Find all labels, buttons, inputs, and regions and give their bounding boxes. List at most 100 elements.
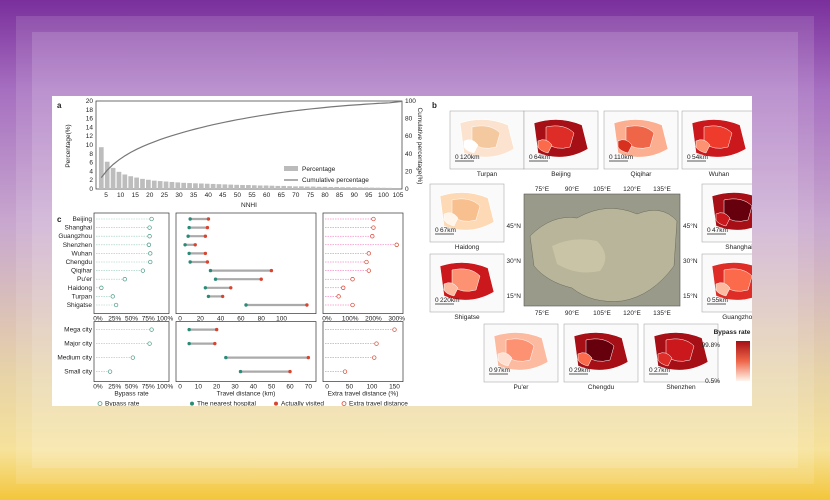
panel-a-y2label: Cumulative percentage(%)	[416, 108, 423, 185]
scale-label: 110km	[614, 154, 633, 161]
x-tick-label: 85	[336, 192, 344, 199]
visited-point	[193, 243, 197, 247]
class-extra-point	[372, 355, 377, 360]
scale-label: 64km	[534, 154, 550, 161]
percentage-bar	[299, 186, 304, 189]
class-bypass-point	[107, 369, 113, 374]
x-tick-label: 40	[205, 192, 213, 199]
bypass-point	[110, 294, 115, 299]
percentage-bar	[181, 182, 187, 189]
panel-c-frame-bottom	[93, 321, 170, 382]
percentage-bar	[222, 184, 228, 189]
nearest-point	[208, 268, 213, 273]
scale-zero: 0	[455, 154, 459, 161]
extra-tick: 200%	[365, 316, 382, 323]
percentage-bar	[269, 185, 275, 189]
percentage-bar	[375, 187, 381, 189]
class-visited-point	[288, 369, 292, 374]
inset-subregion	[715, 212, 731, 227]
scale-zero: 0	[649, 367, 653, 374]
panel-a-chart: Percentage(%) Cumulative percentage(%) N…	[65, 98, 423, 209]
bypass-point	[122, 277, 127, 282]
legend-marker	[97, 401, 103, 407]
bypass-point	[148, 251, 153, 256]
y-tick-label: 0	[89, 186, 93, 193]
visited-point	[205, 225, 210, 230]
lat-tick-right: 30°N	[683, 257, 698, 265]
y-tick-label: 18	[86, 107, 94, 114]
legend-cumulative: Cumulative percentage	[302, 177, 369, 184]
lat-tick-left: 30°N	[506, 257, 521, 265]
inset-map-title: Qiqihar	[631, 171, 653, 178]
extra-tick-bottom: 0	[325, 384, 329, 391]
travel-tick-bottom: 70	[305, 384, 313, 391]
x-tick-label: 65	[278, 192, 286, 199]
percentage-bar	[146, 179, 151, 189]
bypass-point	[148, 259, 153, 265]
lon-tick-bottom: 120°E	[623, 309, 641, 317]
x-tick-label: 45	[219, 192, 227, 199]
percentage-bar	[340, 187, 345, 189]
panel-c-frame-top	[322, 212, 404, 314]
percentage-bar	[210, 183, 216, 189]
percentage-bar	[310, 186, 316, 189]
inset-subregion	[617, 139, 633, 154]
extra-tick-bottom: 150	[389, 384, 400, 391]
bypass-point	[147, 234, 152, 239]
y2-tick-label: 60	[405, 133, 413, 140]
visited-point	[206, 217, 211, 221]
class-visited-point	[213, 341, 217, 346]
class-label: Small city	[64, 369, 93, 376]
percentage-bar	[140, 178, 145, 189]
y2-tick-label: 40	[405, 151, 413, 158]
bypass-tick-bottom: 0%	[93, 384, 103, 391]
percentage-bar	[281, 185, 287, 189]
x-tick-label: 105	[393, 192, 404, 199]
extra-tick: 100%	[342, 316, 359, 323]
class-bypass-point	[149, 327, 154, 332]
x-tick-label: 70	[292, 192, 300, 199]
travel-tick-bottom: 60	[286, 384, 294, 391]
figure-svg: a Percentage(%) Cumulative percentage(%)…	[57, 98, 777, 408]
panel-b-maps: 75°E 75°E 90°E 90°E 105°E 105°E 120°E 120°E 135°…	[429, 110, 777, 391]
travel-tick: 0	[178, 316, 182, 323]
extra-point	[370, 234, 375, 239]
extra-point	[364, 259, 369, 265]
panel-label-a: a	[57, 101, 62, 110]
percentage-bar	[322, 186, 328, 189]
travel-tick: 100	[276, 316, 287, 323]
scale-label: 67km	[440, 227, 456, 234]
travel-tick-bottom: 50	[268, 384, 276, 391]
city-label: Haidong	[68, 285, 93, 292]
figure-paper: a Percentage(%) Cumulative percentage(%)…	[52, 96, 777, 408]
scale-zero: 0	[569, 367, 573, 374]
legend-swatch-percentage	[284, 166, 298, 171]
panel-c-frame-top	[93, 212, 170, 314]
extra-point	[341, 285, 346, 290]
nearest-point	[188, 217, 192, 221]
bypass-tick-bottom: 100%	[157, 384, 174, 391]
extra-point	[350, 302, 355, 308]
y2-tick-label: 80	[405, 116, 413, 123]
visited-point	[259, 277, 263, 281]
scale-label: 47km	[712, 227, 728, 234]
panel-label-c: c	[57, 215, 62, 224]
class-nearest-point	[187, 327, 191, 332]
travel-tick: 60	[237, 316, 245, 323]
percentage-bar	[163, 181, 169, 189]
scale-zero: 0	[489, 367, 493, 374]
panel-a-ylabel: Percentage(%)	[65, 124, 72, 167]
percentage-bar	[157, 181, 163, 189]
percentage-bar	[187, 183, 192, 189]
inset-map-title: Wuhan	[709, 171, 730, 178]
percentage-bar	[122, 174, 128, 189]
x-tick-label: 50	[234, 192, 242, 199]
extra-point	[371, 216, 376, 222]
class-extra-point	[342, 369, 348, 374]
scale-zero: 0	[707, 297, 711, 304]
x-tick-label: 35	[190, 192, 198, 199]
bypass-tick-bottom: 50%	[125, 384, 138, 391]
extra-point	[366, 251, 371, 256]
city-label: Shigatse	[67, 302, 93, 309]
class-extra-point	[392, 327, 397, 332]
